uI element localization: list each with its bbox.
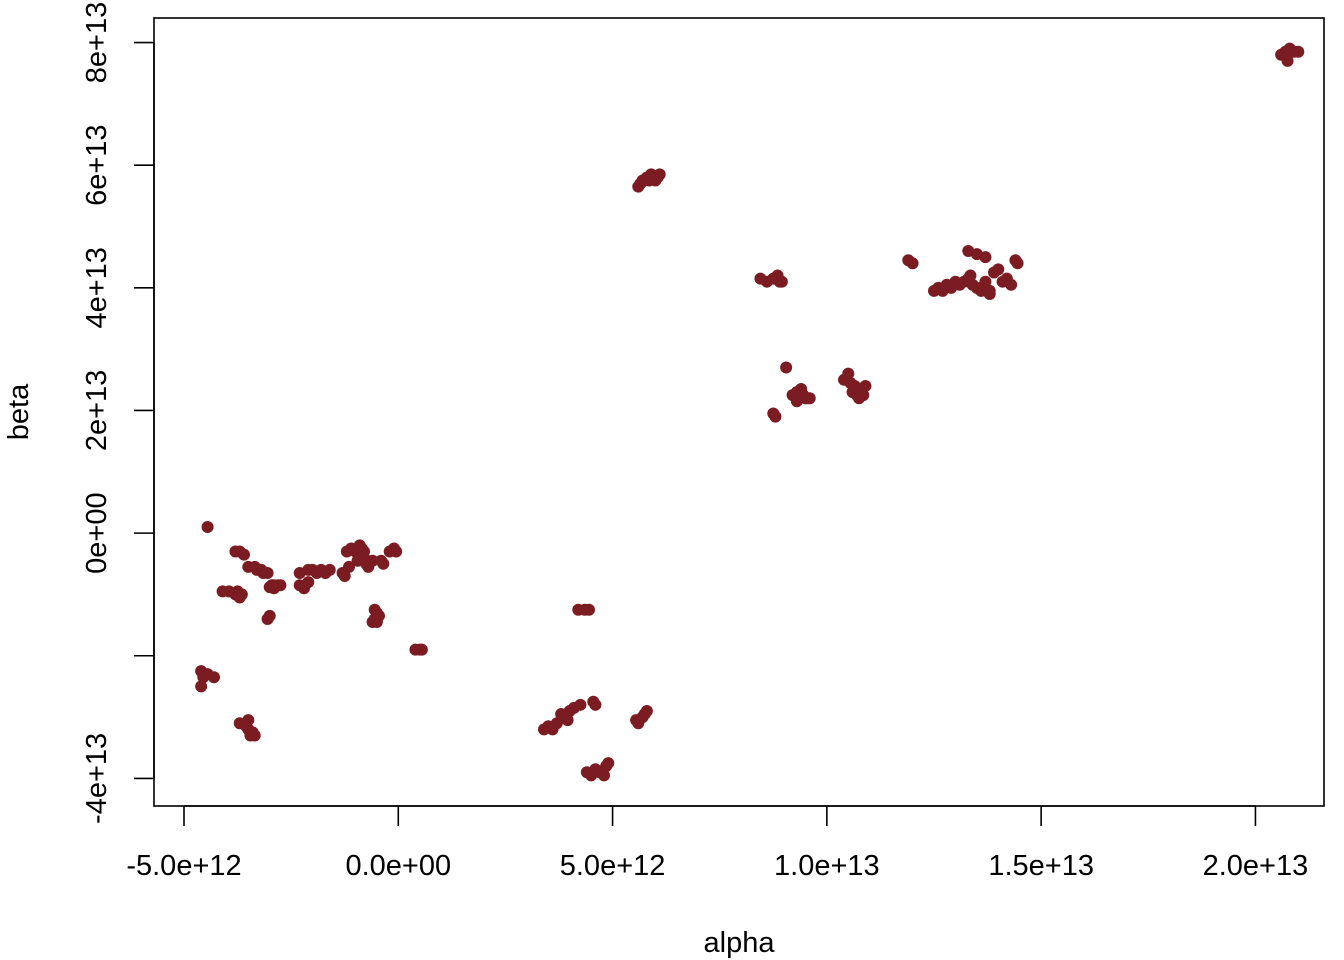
data-point	[598, 769, 610, 782]
data-point	[583, 603, 595, 616]
data-point	[343, 560, 355, 573]
data-point	[323, 563, 336, 576]
plot-frame	[153, 17, 1325, 807]
data-point	[261, 612, 274, 625]
data-point	[842, 367, 855, 380]
data-point	[589, 698, 602, 711]
y-tick-label: -4e+13	[81, 733, 113, 824]
data-point	[979, 251, 992, 264]
data-point	[550, 717, 563, 730]
x-tick-label: 5.0e+12	[560, 850, 666, 882]
data-point	[246, 726, 259, 739]
y-axis: -4e+13 0e+00 2e+13 4e+13 6e+13 8e+13	[81, 2, 155, 824]
data-point	[803, 392, 816, 405]
data-point	[216, 585, 229, 598]
x-axis-title: alpha	[704, 927, 776, 959]
data-point	[366, 554, 379, 567]
data-point	[771, 269, 784, 282]
data-point	[602, 757, 615, 770]
data-point	[769, 410, 782, 423]
y-tick-label: 4e+13	[81, 247, 113, 328]
data-point	[964, 269, 977, 282]
data-point	[235, 588, 248, 601]
y-tick-label: 2e+13	[81, 370, 113, 451]
y-tick-label: 8e+13	[81, 2, 113, 83]
x-tick-label: 1.5e+13	[988, 850, 1094, 882]
data-point	[1292, 45, 1305, 58]
data-point	[857, 389, 870, 402]
data-point	[640, 704, 653, 717]
data-point	[992, 263, 1005, 276]
data-point	[242, 714, 255, 727]
data-point	[201, 520, 214, 533]
y-tick-label: 0e+00	[81, 492, 113, 573]
data-point	[649, 174, 662, 187]
data-point	[574, 698, 587, 711]
data-point	[248, 560, 261, 573]
data-point	[261, 566, 274, 579]
data-point	[1011, 257, 1024, 270]
y-axis-title: beta	[3, 383, 35, 440]
data-point	[208, 671, 220, 684]
data-point	[906, 257, 919, 270]
data-point	[561, 714, 574, 727]
x-tick-label: -5.0e+12	[126, 850, 241, 882]
data-point	[780, 361, 793, 374]
x-tick-label: 2.0e+13	[1203, 850, 1309, 882]
y-tick-label: 6e+13	[81, 124, 113, 205]
x-tick-label: 1.0e+13	[774, 850, 880, 882]
data-point	[195, 680, 208, 693]
data-point	[370, 616, 383, 629]
data-point	[859, 379, 872, 392]
data-point	[1281, 54, 1294, 67]
data-point	[338, 570, 351, 583]
data-point	[1005, 278, 1018, 291]
data-point	[983, 284, 996, 297]
data-point	[274, 579, 287, 592]
data-point	[415, 643, 428, 656]
data-point	[377, 557, 390, 570]
data-point	[390, 545, 403, 558]
x-tick-label: 0.0e+00	[345, 850, 451, 882]
x-axis: -5.0e+12 0.0e+00 5.0e+12 1.0e+13 1.5e+13 2.0e…	[126, 805, 1309, 882]
data-point	[233, 545, 246, 558]
data-points	[195, 42, 1305, 782]
data-point	[302, 576, 315, 589]
